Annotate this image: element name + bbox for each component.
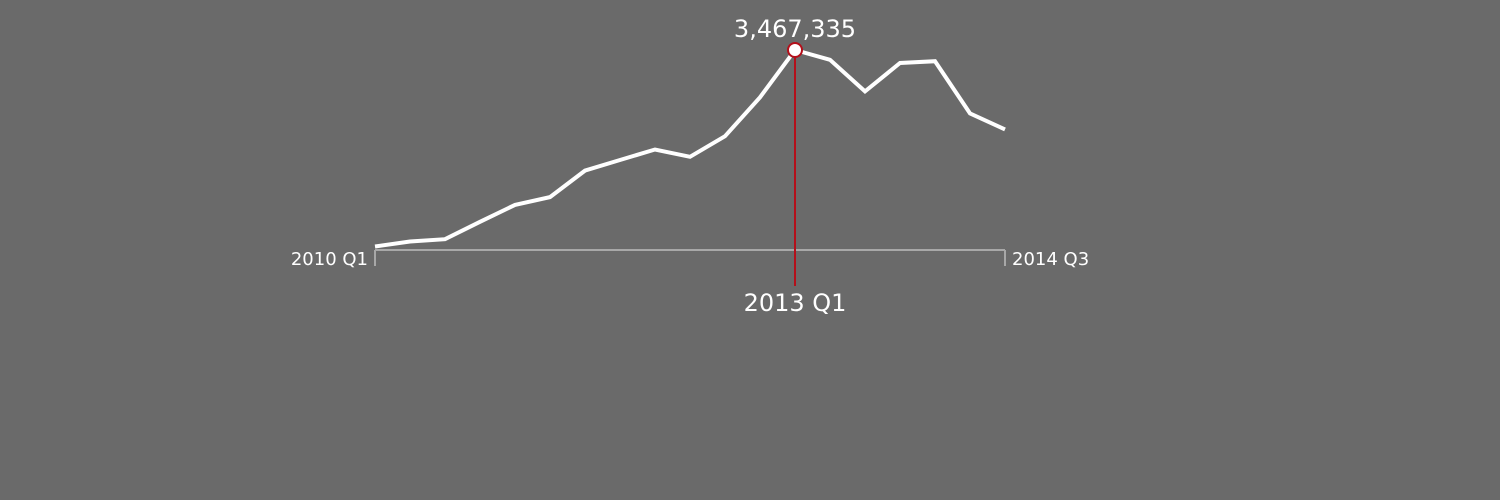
x-axis-start-label: 2010 Q1 bbox=[291, 249, 368, 270]
highlight-value-label: 3,467,335 bbox=[734, 15, 856, 43]
x-axis-end-label: 2014 Q3 bbox=[1012, 249, 1089, 270]
series-line bbox=[374, 47, 1006, 249]
highlight-x-label: 2013 Q1 bbox=[744, 289, 847, 317]
highlight-point[interactable] bbox=[787, 42, 803, 58]
